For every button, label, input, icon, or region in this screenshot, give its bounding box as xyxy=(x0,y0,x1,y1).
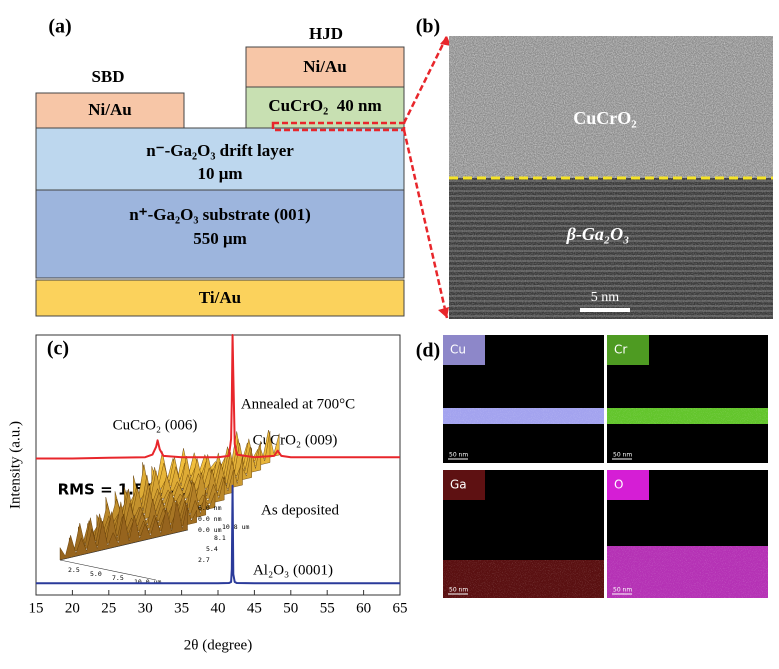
afm-axis xyxy=(59,529,189,561)
afm-x-label: 5.0 xyxy=(90,570,102,578)
x-tick-label: 15 xyxy=(29,600,44,616)
eds-label-box xyxy=(607,470,649,500)
arrow-head xyxy=(438,307,449,318)
cucro2-label: CuCrO₂ 40 nm xyxy=(268,96,381,115)
eds-label-box xyxy=(443,470,485,500)
eds-texture xyxy=(607,408,768,424)
series-line xyxy=(36,334,400,460)
drift-label: n⁻-Ga₂O₃ drift layer xyxy=(146,141,294,160)
sbd-contact-label: Ni/Au xyxy=(88,100,131,119)
hjd-contact xyxy=(245,46,405,88)
afm-y-label: 5.4 xyxy=(206,545,218,553)
y-axis-label: Intensity (a.u.) xyxy=(7,421,23,509)
afm-x-label: 7.5 xyxy=(112,574,124,582)
back-contact xyxy=(35,279,405,317)
xrd-chart: (c) 2θ (degree) Intensity (a.u.) Anneale… xyxy=(7,334,408,653)
eds-texture xyxy=(443,408,604,424)
x-tick-label: 40 xyxy=(211,600,226,616)
afm-z-label: 0.0 nm xyxy=(198,515,222,523)
cucro2-layer xyxy=(245,86,405,129)
panel-label: (a) xyxy=(48,16,71,38)
arrow-head xyxy=(440,36,451,46)
drift-layer xyxy=(35,127,405,191)
x-tick-label: 35 xyxy=(174,600,189,616)
afm-inset: 2.5 5.0 7.5 10.0 um 2.7 5.4 8.1 10.8 um 6.0 nm 0.… xyxy=(59,429,280,586)
eds-element: Ga xyxy=(450,478,467,492)
peak-label: Al₂O₃ (0001) xyxy=(253,562,333,578)
eds-element: Cu xyxy=(450,343,466,357)
zoom-box xyxy=(271,121,406,132)
eds-scale-label: 50 nm xyxy=(449,452,468,459)
eds-scale-label: 50 nm xyxy=(613,587,632,594)
eds-element: Cr xyxy=(614,343,627,357)
eds-scale-label: 50 nm xyxy=(449,587,468,594)
eds-texture xyxy=(607,546,768,598)
sbd-label: SBD xyxy=(91,67,124,86)
eds-label-box xyxy=(607,335,649,365)
scale-bar-label: 5 nm xyxy=(591,290,620,305)
afm-z-label: 6.0 nm xyxy=(198,504,222,512)
x-tick-label: 60 xyxy=(356,600,371,616)
substrate-label: n⁺-Ga₂O₃ substrate (001) xyxy=(129,205,311,224)
afm-axis xyxy=(59,559,157,581)
x-tick-label: 55 xyxy=(320,600,335,616)
tem-top-label: CuCrO₂ xyxy=(573,108,636,128)
x-tick-label: 25 xyxy=(101,600,116,616)
scale-bar xyxy=(580,308,630,312)
series-line xyxy=(36,484,400,585)
sbd-contact xyxy=(35,92,185,129)
afm-x-label: 2.5 xyxy=(68,566,80,574)
panel-label: (b) xyxy=(416,16,440,38)
peak-label: CuCrO₂ (006) xyxy=(113,417,198,433)
eds-element: O xyxy=(614,478,623,492)
zoom-line xyxy=(402,35,449,124)
x-tick-label: 65 xyxy=(393,600,408,616)
afm-y-label: 10.8 um xyxy=(222,523,249,531)
tem-texture xyxy=(449,178,773,319)
x-tick-label: 30 xyxy=(138,600,153,616)
hjd-label: HJD xyxy=(309,24,343,43)
tem-texture xyxy=(449,36,773,178)
x-tick-label: 20 xyxy=(65,600,80,616)
x-axis-label: 2θ (degree) xyxy=(184,637,252,653)
x-tick-label: 45 xyxy=(247,600,262,616)
panel-label: (d) xyxy=(416,340,440,362)
x-tick-label: 50 xyxy=(283,600,298,616)
drift-thickness: 10 μm xyxy=(197,164,242,183)
afm-y-label: 2.7 xyxy=(198,556,210,564)
peak-label: CuCrO₂ (009) xyxy=(253,432,338,448)
eds-scale-label: 50 nm xyxy=(613,452,632,459)
hjd-contact-label: Ni/Au xyxy=(303,57,346,76)
substrate xyxy=(35,189,405,279)
afm-x-label: 10.0 um xyxy=(134,578,161,586)
panel-label: (c) xyxy=(47,338,69,360)
eds-maps: (d) Cu 50 nm Cr 50 nm Ga 50 nm O 50 nm xyxy=(416,335,768,598)
tem-bottom-label: β-Ga₂O₃ xyxy=(566,224,630,244)
series-label: Annealed at 700°C xyxy=(241,396,355,412)
eds-label-box xyxy=(443,335,485,365)
afm-surface xyxy=(59,500,188,561)
afm-y-label: 8.1 xyxy=(214,534,226,542)
series-label: As deposited xyxy=(261,502,339,518)
back-contact-label: Ti/Au xyxy=(199,288,241,307)
afm-z-label: 0.0 um xyxy=(198,526,222,534)
schematic: (a) HJD SBD Ni/Au Ni/Au CuCrO₂ 40 nm n⁻-… xyxy=(35,16,451,319)
eds-texture xyxy=(443,560,604,598)
substrate-thickness: 550 μm xyxy=(193,229,247,248)
tem-image: (b) CuCrO₂ β-Ga₂O₃ 5 nm xyxy=(416,16,773,319)
zoom-line xyxy=(402,129,449,319)
